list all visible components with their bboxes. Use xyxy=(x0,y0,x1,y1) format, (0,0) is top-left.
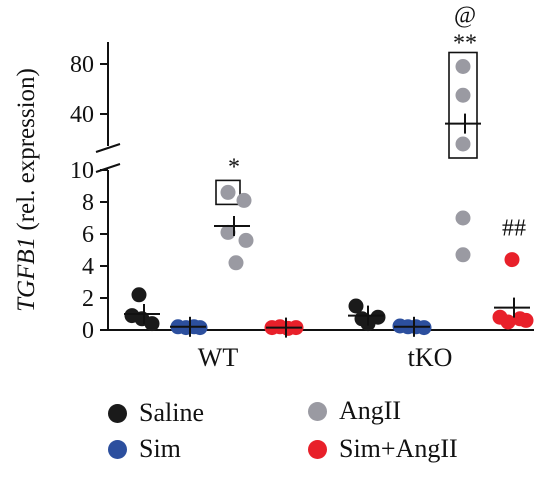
data-point-wt-saline xyxy=(131,287,147,303)
legend-label-sim-angii: Sim+AngII xyxy=(339,434,458,463)
legend-label-sim: Sim xyxy=(139,434,181,463)
data-point-wt-saline xyxy=(144,316,160,332)
legend-dot-sim xyxy=(108,439,127,459)
legend-dot-saline xyxy=(108,403,127,423)
y-axis-label-gene: TGFB1 xyxy=(13,237,40,312)
legend-item-sim: Sim xyxy=(108,432,181,466)
legend-label-saline: Saline xyxy=(139,398,204,427)
data-point-wt-angii xyxy=(238,232,254,248)
x-category-label-wt: WT xyxy=(198,343,239,372)
y-tick-label: 2 xyxy=(82,286,94,312)
data-point-wt-angii xyxy=(228,255,244,271)
y-axis-label-unit: (rel. expression) xyxy=(13,68,40,237)
y-tick-label: 4 xyxy=(82,254,94,280)
data-point-tko-angii xyxy=(455,136,471,152)
highlight-box-wt-angii xyxy=(215,179,241,206)
legend-item-saline: Saline xyxy=(108,396,204,430)
legend-item-sim-angii: Sim+AngII xyxy=(308,432,458,466)
data-point-wt-angii xyxy=(220,184,236,200)
data-point-tko-saline xyxy=(348,298,364,314)
data-point-wt-angii xyxy=(220,224,236,240)
highlight-box-tko-angii xyxy=(448,51,478,159)
legend-dot-sim-angii xyxy=(308,439,327,459)
y-tick-label: 8 xyxy=(82,190,94,216)
y-axis-label: TGFB1 (rel. expression) xyxy=(13,68,40,312)
data-point-tko-angii xyxy=(455,87,471,103)
data-point-tko-sim-angii xyxy=(500,314,516,330)
y-tick-label: 10 xyxy=(70,158,94,184)
data-point-tko-angii xyxy=(455,59,471,74)
y-tick-label: 80 xyxy=(70,52,94,78)
y-tick-label: 0 xyxy=(82,318,94,344)
data-point-wt-angii xyxy=(236,192,252,208)
significance-annotation-wt-angii: * xyxy=(228,154,240,180)
legend-label-angii: AngII xyxy=(339,396,402,425)
legend-item-angii: AngII xyxy=(308,394,401,428)
axis-break-mark-top xyxy=(95,143,121,153)
data-point-tko-sim-angii xyxy=(504,252,520,268)
y-tick-label: 6 xyxy=(82,222,94,248)
data-point-tko-angii xyxy=(455,247,471,263)
significance-annotation-tko-sim-angii: ## xyxy=(502,216,526,242)
data-point-tko-sim-angii xyxy=(518,312,534,328)
y-tick-label: 40 xyxy=(70,102,94,128)
x-category-label-tko: tKO xyxy=(408,343,453,372)
significance-annotation-tko-angii: ** xyxy=(453,31,477,57)
data-point-tko-angii xyxy=(455,210,471,226)
significance-annotation-top-tko-angii: @ xyxy=(454,3,476,29)
legend: Saline AngII Sim Sim+AngII xyxy=(108,394,528,470)
legend-dot-angii xyxy=(308,401,327,421)
